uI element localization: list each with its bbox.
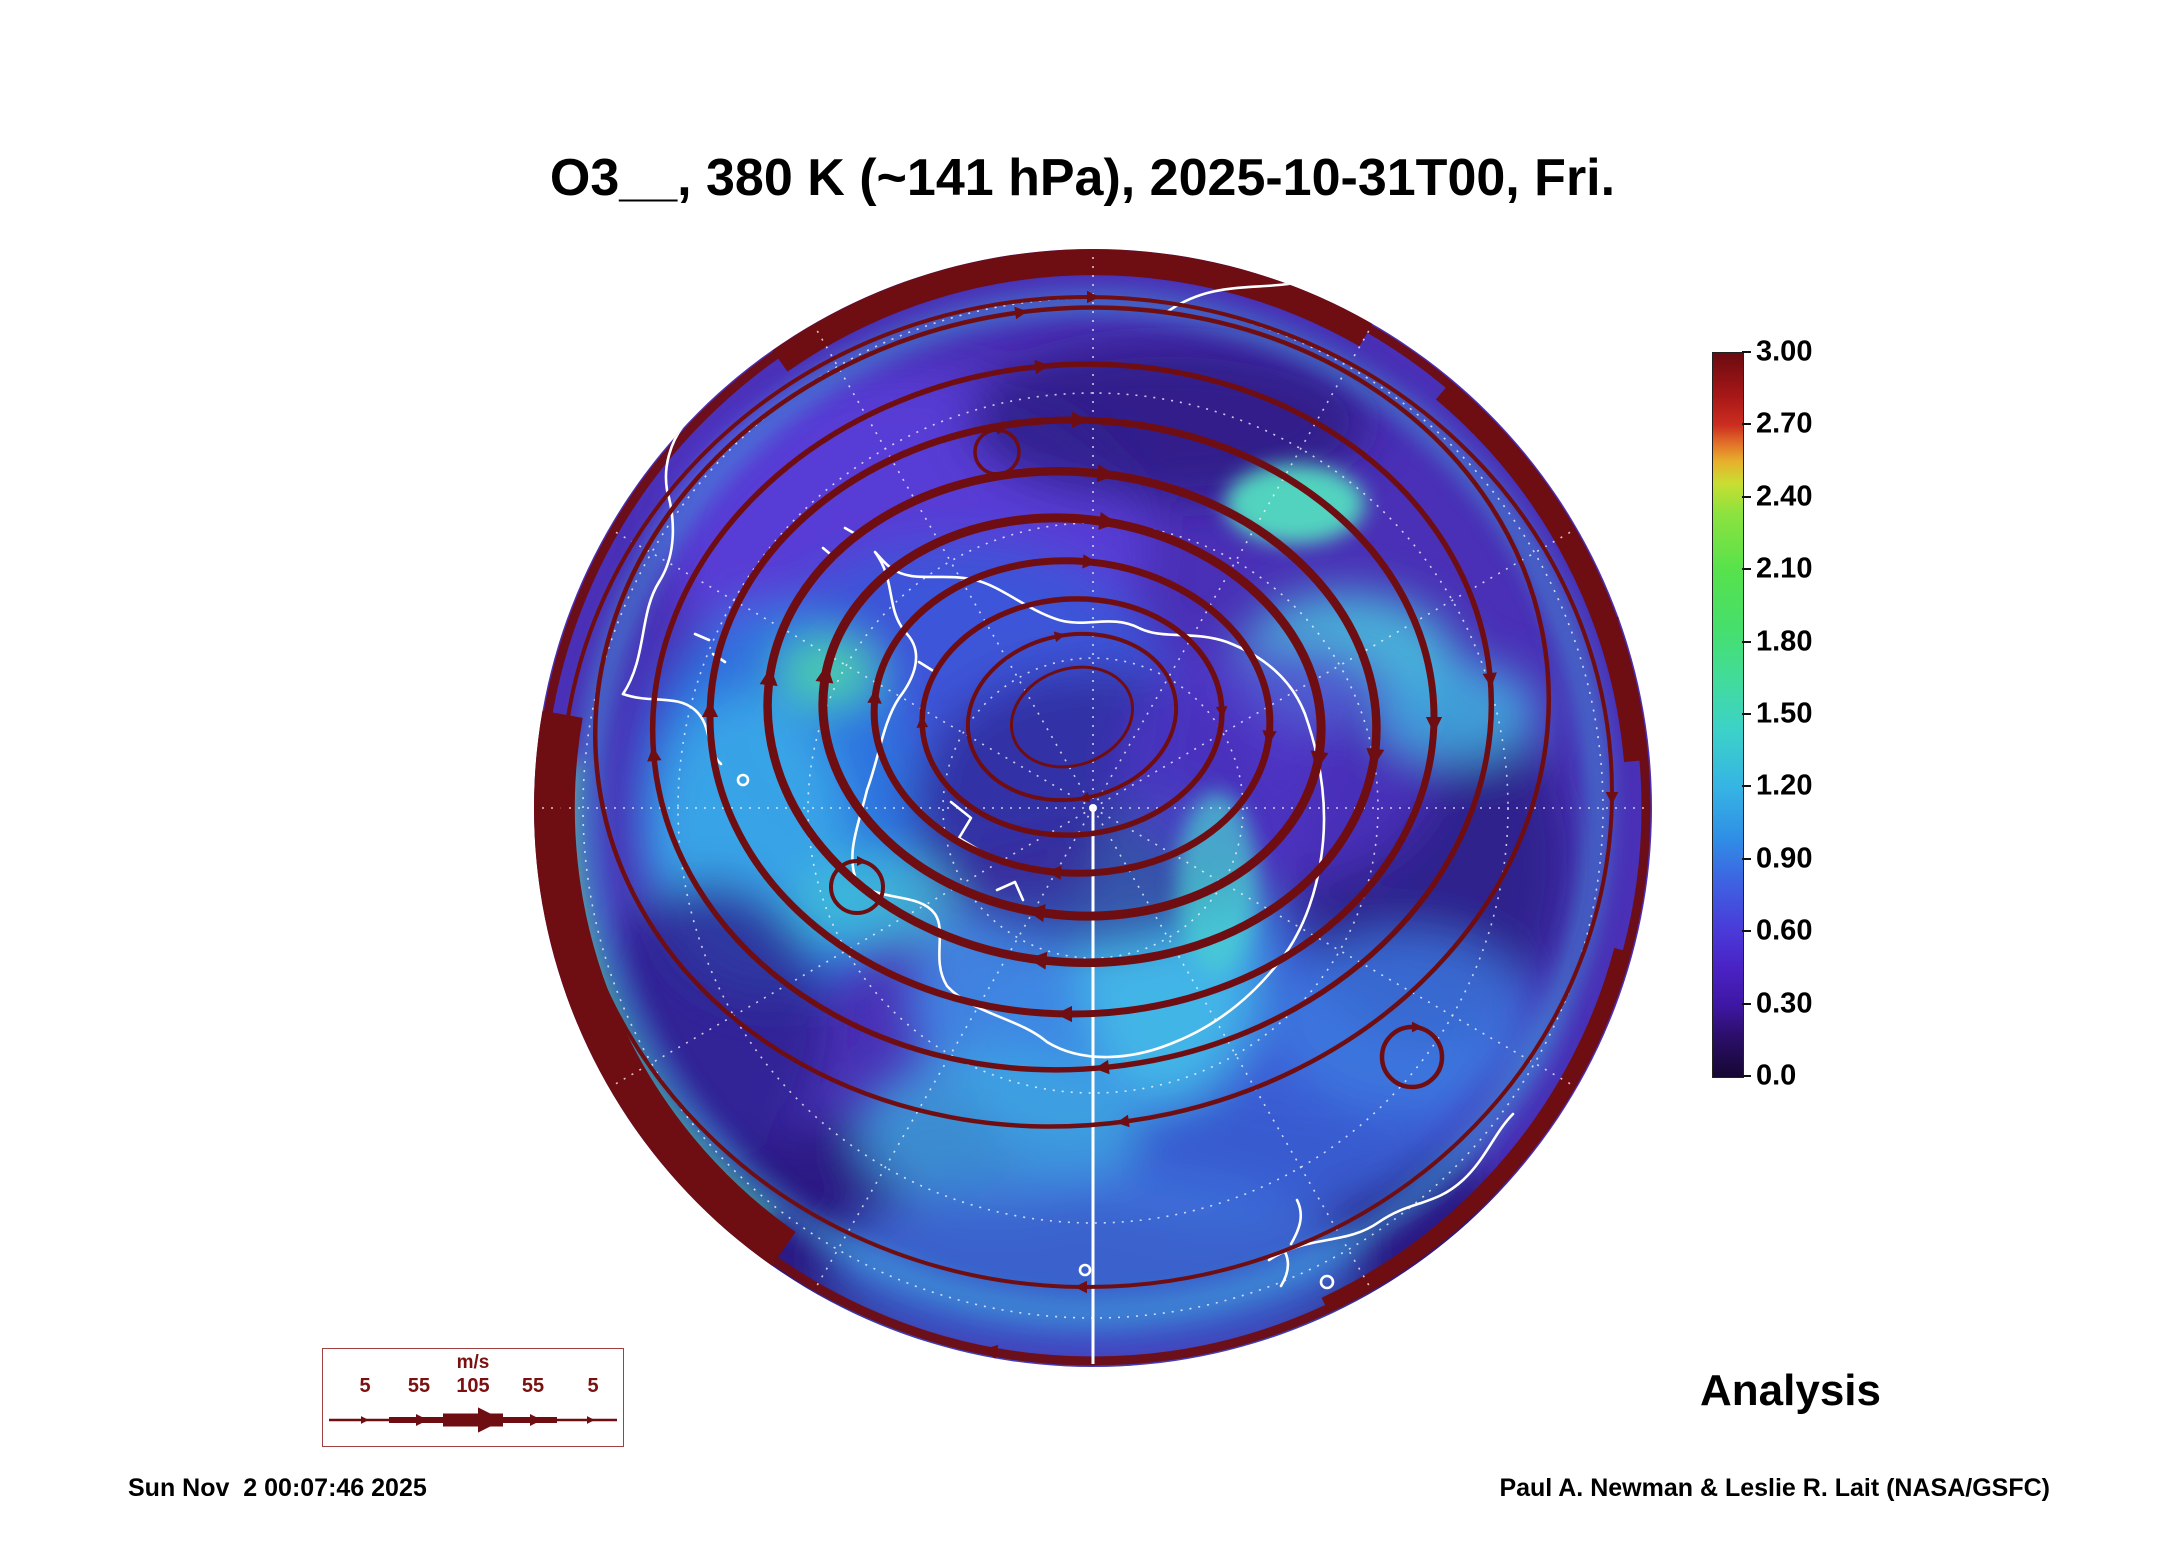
analysis-label: Analysis — [1700, 1366, 1881, 1415]
wind-speed-values: 5 55 105 55 5 — [323, 1375, 623, 1399]
colorbar-tick-marks — [1742, 351, 1752, 1077]
rim-high-ozone — [534, 249, 1651, 1366]
colorbar-tick: 1.20 — [1756, 769, 1813, 802]
colorbar-tick: 0.0 — [1756, 1059, 1797, 1092]
prime-meridian-line — [1089, 804, 1097, 1364]
wind-speed-legend: m/s 5 55 105 55 5 — [322, 1348, 624, 1447]
colorbar-tick: 2.10 — [1756, 552, 1813, 585]
south-america-coastline — [621, 424, 685, 696]
wind-speed-arrow-scale — [329, 1407, 617, 1433]
australia-coastline — [1267, 1112, 1515, 1262]
colorbar: 3.00 2.70 2.40 2.10 1.80 1.50 1.20 0.90 … — [1756, 336, 1876, 1092]
colorbar-tick: 1.50 — [1756, 697, 1813, 730]
colorbar-gradient — [1712, 352, 1744, 1078]
colorbar-tick: 1.80 — [1756, 625, 1813, 658]
wind-speed-value: 5 — [587, 1375, 599, 1397]
colorbar-tick: 2.40 — [1756, 480, 1813, 513]
pole-marker — [1089, 804, 1097, 812]
new-zealand-coastline — [1279, 1198, 1303, 1288]
colorbar-tick: 0.90 — [1756, 842, 1813, 875]
colorbar-tick: 2.70 — [1756, 407, 1813, 440]
antarctica-coastline — [851, 550, 1326, 1059]
colorbar-tick: 3.00 — [1756, 335, 1813, 368]
wind-unit-label: m/s — [456, 1352, 490, 1373]
colorbar-tick: 0.60 — [1756, 914, 1813, 947]
wind-speed-value: 105 — [456, 1375, 490, 1397]
polar-map — [534, 249, 1652, 1367]
colorbar-tick: 0.30 — [1756, 987, 1813, 1020]
wind-speed-value: 55 — [407, 1375, 431, 1397]
credit-text: Paul A. Newman & Leslie R. Lait (NASA/GS… — [1499, 1474, 2050, 1502]
wind-speed-value: 55 — [521, 1375, 545, 1397]
wind-speed-value: 5 — [359, 1375, 371, 1397]
generation-timestamp: Sun Nov 2 00:07:46 2025 — [128, 1474, 427, 1502]
figure-title: O3__, 380 K (~141 hPa), 2025-10-31T00, F… — [549, 149, 1616, 207]
